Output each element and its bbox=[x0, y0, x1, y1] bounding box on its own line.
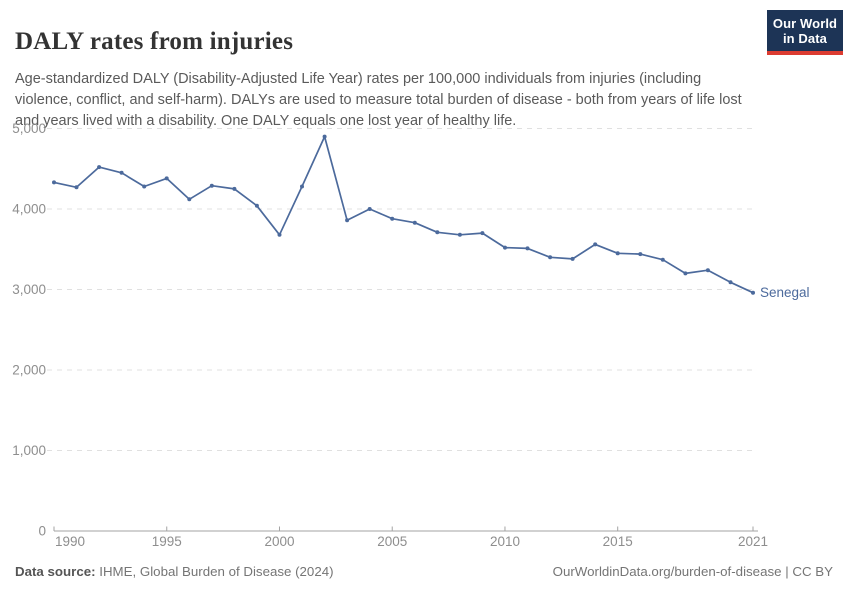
series-label-senegal[interactable]: Senegal bbox=[760, 285, 810, 300]
y-axis-label-0: 0 bbox=[38, 524, 46, 539]
data-point-1996[interactable] bbox=[187, 197, 192, 202]
y-axis-label-5,000: 5,000 bbox=[12, 121, 46, 136]
x-axis-label-2021: 2021 bbox=[738, 534, 768, 549]
data-point-2020[interactable] bbox=[728, 280, 733, 285]
y-axis-label-1,000: 1,000 bbox=[12, 443, 46, 458]
x-axis-label-2000: 2000 bbox=[264, 534, 294, 549]
data-point-1999[interactable] bbox=[254, 203, 259, 208]
chart-footer: Data source: IHME, Global Burden of Dise… bbox=[15, 564, 833, 579]
data-point-2000[interactable] bbox=[277, 232, 282, 237]
data-point-2002[interactable] bbox=[322, 134, 327, 139]
data-point-2010[interactable] bbox=[503, 245, 507, 250]
data-point-2016[interactable] bbox=[638, 252, 643, 257]
data-point-1993[interactable] bbox=[119, 170, 124, 175]
y-axis-label-3,000: 3,000 bbox=[12, 282, 46, 297]
data-point-1998[interactable] bbox=[232, 186, 237, 191]
data-point-2008[interactable] bbox=[457, 232, 462, 237]
data-point-2009[interactable] bbox=[480, 231, 485, 236]
data-source-label: Data source: bbox=[15, 564, 96, 579]
y-axis-label-2,000: 2,000 bbox=[12, 363, 46, 378]
data-point-2011[interactable] bbox=[525, 246, 530, 251]
data-point-1990[interactable] bbox=[52, 180, 56, 185]
license-link[interactable]: OurWorldinData.org/burden-of-disease | C… bbox=[552, 564, 833, 579]
owid-logo-text-line1: Our World bbox=[772, 16, 838, 31]
x-axis-label-1995: 1995 bbox=[152, 534, 182, 549]
data-point-2004[interactable] bbox=[367, 207, 372, 211]
data-point-2018[interactable] bbox=[683, 271, 688, 276]
data-point-1991[interactable] bbox=[74, 185, 79, 190]
data-point-1997[interactable] bbox=[209, 183, 214, 188]
data-point-2001[interactable] bbox=[300, 184, 304, 189]
chart-subtitle: Age-standardized DALY (Disability-Adjust… bbox=[15, 70, 742, 129]
data-point-2015[interactable] bbox=[615, 251, 620, 256]
data-point-2005[interactable] bbox=[390, 216, 395, 221]
data-point-1994[interactable] bbox=[142, 184, 147, 189]
x-axis-label-2010: 2010 bbox=[490, 534, 520, 549]
data-point-1995[interactable] bbox=[164, 176, 169, 181]
x-axis-label-1990: 1990 bbox=[55, 534, 85, 549]
data-source-text: IHME, Global Burden of Disease (2024) bbox=[95, 564, 334, 579]
data-point-2007[interactable] bbox=[435, 230, 440, 235]
owid-logo[interactable]: Our World in Data bbox=[767, 10, 843, 55]
data-point-2012[interactable] bbox=[548, 255, 553, 260]
data-source-note: Data source: IHME, Global Burden of Dise… bbox=[15, 564, 334, 579]
data-point-1992[interactable] bbox=[97, 165, 102, 170]
data-point-2013[interactable] bbox=[570, 256, 575, 261]
owid-logo-text-line2: in Data bbox=[782, 31, 828, 46]
series-line-senegal[interactable] bbox=[53, 135, 754, 294]
x-axis-label-2005: 2005 bbox=[377, 534, 407, 549]
data-point-2003[interactable] bbox=[345, 218, 350, 223]
x-axis-label-2015: 2015 bbox=[603, 534, 633, 549]
y-axis-label-4,000: 4,000 bbox=[12, 202, 46, 217]
data-point-2006[interactable] bbox=[412, 220, 417, 225]
data-point-2017[interactable] bbox=[660, 257, 665, 262]
data-point-2014[interactable] bbox=[593, 242, 598, 247]
data-point-2021[interactable] bbox=[751, 290, 755, 295]
data-point-2019[interactable] bbox=[705, 268, 710, 273]
page-title: DALY rates from injuries bbox=[15, 27, 294, 55]
